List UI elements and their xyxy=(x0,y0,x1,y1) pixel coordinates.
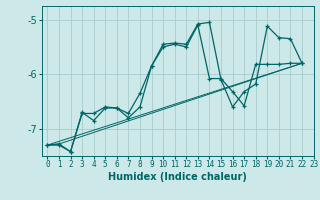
X-axis label: Humidex (Indice chaleur): Humidex (Indice chaleur) xyxy=(108,172,247,182)
